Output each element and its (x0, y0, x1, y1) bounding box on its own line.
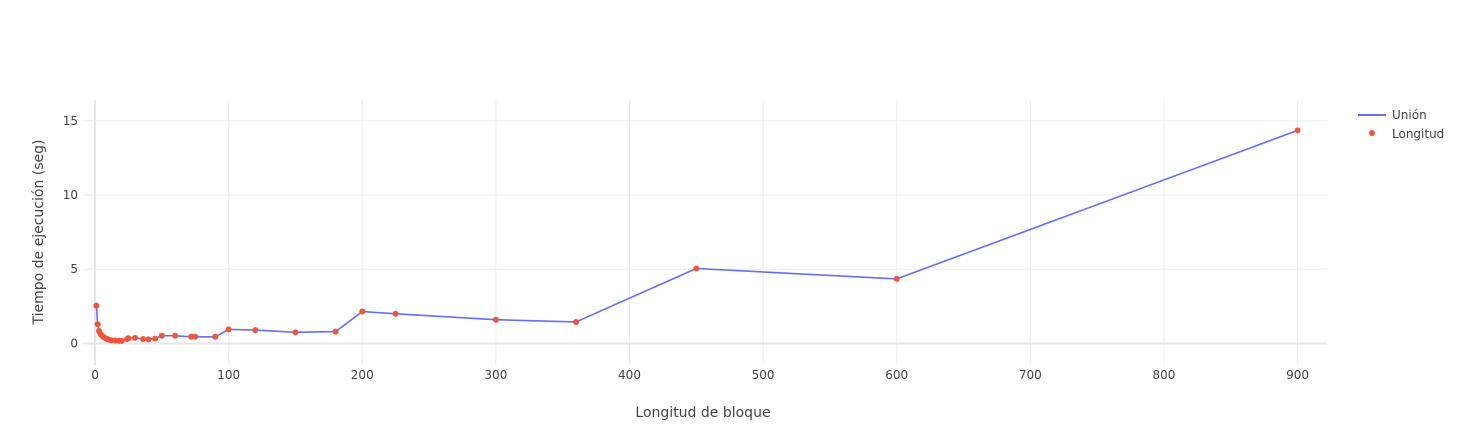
x-tick-label: 800 (1153, 368, 1176, 382)
y-tick-label: 5 (70, 262, 78, 276)
y-axis-title: Tiempo de ejecución (seg) (31, 140, 47, 326)
y-tick-label: 0 (70, 336, 78, 350)
x-axis-title: Longitud de bloque (635, 405, 770, 421)
legend-label-union: Unión (1392, 108, 1427, 122)
x-tick-label: 400 (618, 368, 641, 382)
grid (83, 100, 1327, 365)
x-tick-label: 0 (91, 368, 99, 382)
y-axis-ticks: 0 5 10 15 (63, 114, 78, 351)
x-tick-label: 300 (484, 368, 507, 382)
legend-label-longitud: Longitud (1392, 127, 1444, 141)
data-point[interactable] (359, 308, 366, 315)
data-point[interactable] (392, 310, 399, 317)
data-point[interactable] (893, 275, 900, 282)
x-tick-label: 200 (351, 368, 374, 382)
legend-marker-swatch (1369, 130, 1375, 136)
data-point[interactable] (93, 302, 100, 309)
data-point[interactable] (292, 329, 299, 336)
y-tick-label: 10 (63, 188, 78, 202)
data-point[interactable] (212, 333, 219, 340)
legend-item-union[interactable]: Unión (1358, 108, 1427, 122)
data-point[interactable] (252, 327, 259, 334)
x-tick-label: 500 (752, 368, 775, 382)
x-axis-ticks: 0 100 200 300 400 500 600 700 800 900 (91, 368, 1309, 382)
data-point[interactable] (140, 336, 147, 343)
data-point[interactable] (693, 265, 700, 272)
data-point[interactable] (192, 333, 199, 340)
data-point[interactable] (118, 337, 125, 344)
data-point[interactable] (152, 335, 159, 342)
data-point[interactable] (1294, 127, 1301, 134)
y-tick-label: 15 (63, 114, 78, 128)
plot-area (93, 127, 1301, 344)
x-tick-label: 600 (885, 368, 908, 382)
x-tick-label: 700 (1019, 368, 1042, 382)
data-point[interactable] (94, 321, 101, 328)
data-point[interactable] (172, 332, 179, 339)
legend[interactable]: Unión Longitud (1358, 108, 1444, 141)
data-point[interactable] (125, 335, 132, 342)
data-point[interactable] (158, 332, 165, 339)
legend-item-longitud[interactable]: Longitud (1369, 127, 1444, 141)
data-point[interactable] (573, 318, 580, 325)
data-point[interactable] (332, 328, 339, 335)
data-point[interactable] (132, 334, 139, 341)
data-point[interactable] (145, 336, 152, 343)
x-tick-label: 100 (217, 368, 240, 382)
data-point[interactable] (225, 326, 232, 333)
x-tick-label: 900 (1286, 368, 1309, 382)
series-line-union (95, 129, 1298, 342)
data-point[interactable] (492, 316, 499, 323)
